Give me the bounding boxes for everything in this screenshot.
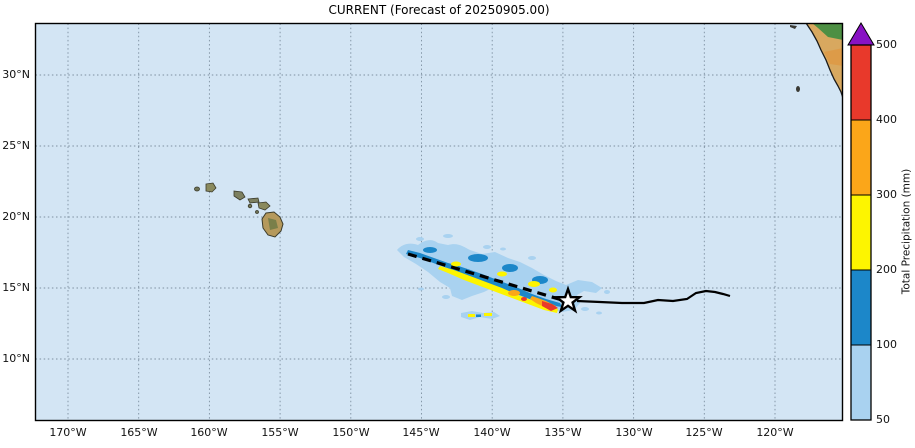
colorbar-segment-lightblue [851, 345, 871, 420]
colorbar-tick-label: 500 [876, 38, 897, 51]
precipitation-swath [397, 234, 610, 320]
x-tick-label: 145°W [402, 426, 440, 439]
colorbar-tick-label: 300 [876, 188, 897, 201]
observed-track-line [576, 289, 731, 305]
y-tick-label: 20°N [2, 210, 30, 223]
x-tick-label: 160°W [190, 426, 228, 439]
colorbar-segment-orange [851, 120, 871, 195]
x-tick-label: 170°W [49, 426, 87, 439]
graticule-gridlines [35, 23, 843, 421]
precip-200-300mm [438, 261, 558, 317]
colorbar-tick-label: 50 [876, 413, 890, 426]
x-tick-label: 120°W [756, 426, 794, 439]
y-tick-label: 25°N [2, 139, 30, 152]
colorbar-tick-label: 200 [876, 263, 897, 276]
x-tick-label: 150°W [332, 426, 370, 439]
colorbar-segment-blue [851, 270, 871, 345]
map-border [34, 22, 844, 422]
x-tick-label: 155°W [261, 426, 299, 439]
colorbar-outline [850, 44, 872, 421]
y-tick-label: 10°N [2, 352, 30, 365]
x-tick-label: 140°W [473, 426, 511, 439]
y-tick-label: 30°N [2, 68, 30, 81]
storm-position-star-icon [553, 285, 583, 314]
x-tick-label: 135°W [544, 426, 582, 439]
colorbar [847, 22, 875, 421]
north-america-coastline [790, 23, 843, 99]
chart-title: CURRENT (Forecast of 20250905.00) [328, 3, 550, 17]
offshore-island-icon [790, 25, 797, 29]
offshore-island-icon [796, 86, 800, 92]
colorbar-tick-label: 100 [876, 338, 897, 351]
ocean-background [35, 23, 843, 421]
colorbar-segment-yellow [851, 195, 871, 270]
hawaiian-islands [194, 182, 284, 238]
colorbar-over-arrow [847, 22, 875, 46]
x-tick-label: 165°W [120, 426, 158, 439]
precip-400-500mm [521, 297, 558, 311]
x-tick-label: 130°W [615, 426, 653, 439]
x-tick-label: 125°W [685, 426, 723, 439]
colorbar-axis-label: Total Precipitation (mm) [900, 168, 913, 295]
colorbar-tick-label: 400 [876, 113, 897, 126]
y-tick-label: 15°N [2, 281, 30, 294]
forecast-track-line [407, 252, 563, 302]
colorbar-segment-red [851, 45, 871, 120]
